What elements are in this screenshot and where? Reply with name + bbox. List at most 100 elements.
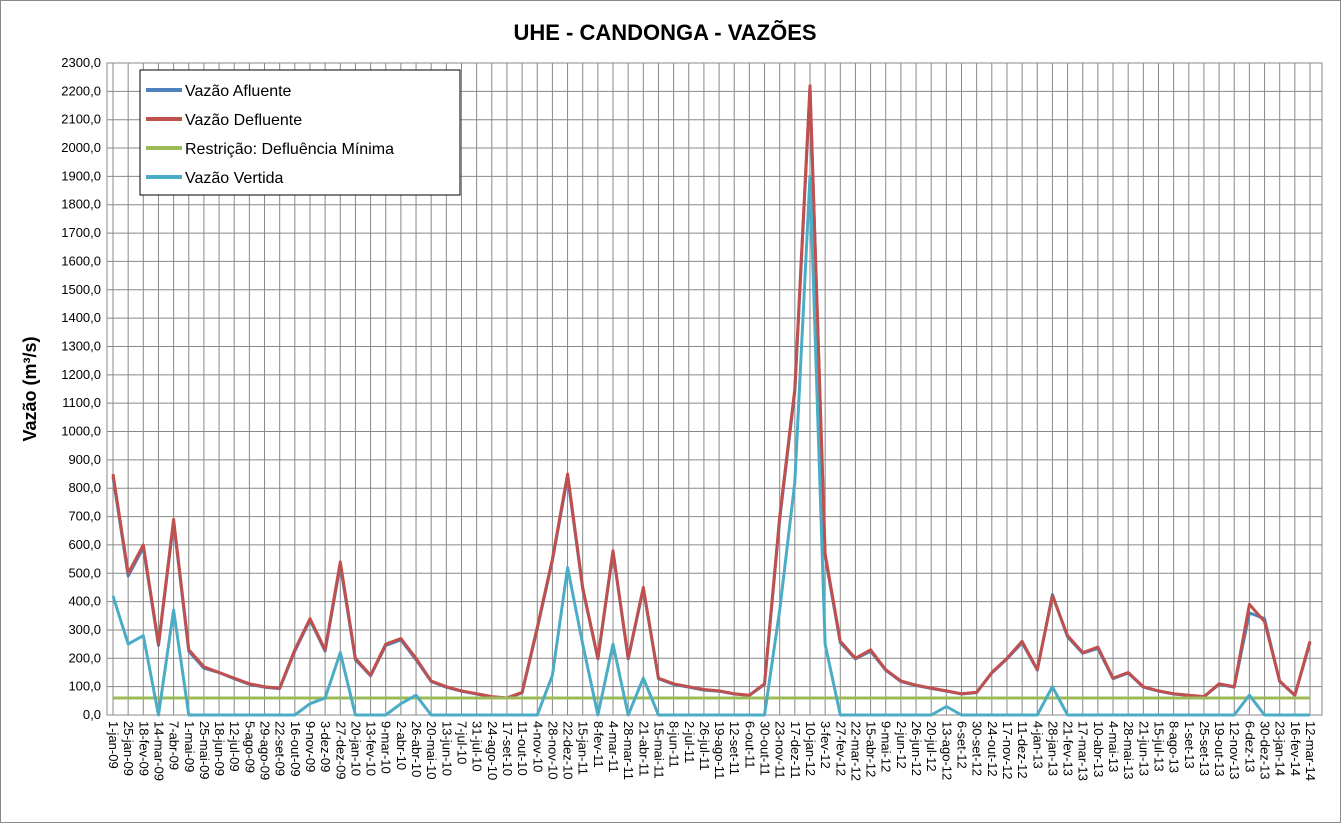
x-tick-label: 9-mar-10 xyxy=(379,721,394,774)
x-tick-label: 1-set-13 xyxy=(1182,721,1197,769)
y-tick-label: 400,0 xyxy=(68,594,101,609)
x-tick-label: 17-dez-11 xyxy=(788,721,803,779)
chart-title: UHE - CANDONGA - VAZÕES xyxy=(513,20,816,45)
x-tick-label: 12-set-11 xyxy=(727,721,742,775)
x-tick-label: 6-out-11 xyxy=(742,721,757,768)
x-tick-label: 28-mai-13 xyxy=(1121,721,1136,780)
x-tick-label: 16-out-09 xyxy=(288,721,303,777)
x-tick-label: 1-jan-09 xyxy=(106,721,121,769)
y-tick-label: 1500,0 xyxy=(61,282,101,297)
x-tick-label: 10-jan-12 xyxy=(803,721,818,776)
x-tick-label: 19-ago-11 xyxy=(712,721,727,779)
x-tick-label: 12-nov-13 xyxy=(1227,721,1242,780)
x-tick-label: 15-abr-12 xyxy=(864,721,879,777)
y-tick-label: 200,0 xyxy=(68,650,101,665)
x-tick-label: 6-set-12 xyxy=(955,721,970,769)
x-tick-label: 12-mar-14 xyxy=(1303,721,1318,781)
x-tick-label: 17-mar-13 xyxy=(1076,721,1091,781)
x-tick-label: 22-set-09 xyxy=(273,721,288,776)
x-tick-label: 17-nov-12 xyxy=(1000,721,1015,780)
x-tick-label: 21-fev-13 xyxy=(1061,721,1076,776)
x-tick-label: 26-abr-10 xyxy=(409,721,424,777)
x-tick-label: 22-dez-10 xyxy=(561,721,576,780)
x-tick-label: 28-nov-10 xyxy=(545,721,560,780)
y-tick-label: 1600,0 xyxy=(61,253,101,268)
x-tick-label: 20-jan-10 xyxy=(348,721,363,776)
y-tick-label: 1700,0 xyxy=(61,225,101,240)
x-tick-label: 28-jan-13 xyxy=(1045,721,1060,776)
x-tick-label: 13-ago-12 xyxy=(939,721,954,780)
y-tick-label: 1800,0 xyxy=(61,197,101,212)
x-tick-label: 4-mar-11 xyxy=(606,721,621,773)
x-tick-label: 17-set-10 xyxy=(500,721,515,776)
x-tick-label: 30-dez-13 xyxy=(1258,721,1273,780)
y-tick-label: 1200,0 xyxy=(61,367,101,382)
x-tick-label: 19-out-13 xyxy=(1212,721,1227,777)
x-tick-label: 15-jul-13 xyxy=(1151,721,1166,772)
y-tick-label: 2200,0 xyxy=(61,83,101,98)
x-tick-label: 25-set-13 xyxy=(1197,721,1212,776)
legend-label: Vazão Defluente xyxy=(185,112,302,129)
x-tick-label: 20-jul-12 xyxy=(924,721,939,772)
y-tick-label: 300,0 xyxy=(68,622,101,637)
x-tick-label: 8-ago-13 xyxy=(1167,721,1182,773)
x-tick-label: 1-mai-09 xyxy=(182,721,197,772)
y-tick-label: 1900,0 xyxy=(61,168,101,183)
legend-box xyxy=(139,69,461,196)
x-tick-label: 23-jan-14 xyxy=(1273,721,1288,776)
x-tick-label: 6-dez-13 xyxy=(1242,721,1257,772)
x-tick-label: 2-jul-11 xyxy=(682,721,697,763)
series-line xyxy=(111,174,1310,717)
y-tick-label: 100,0 xyxy=(68,679,101,694)
x-tick-label: 13-fev-10 xyxy=(364,721,379,776)
x-tick-label: 15-mai-11 xyxy=(651,721,666,779)
x-tick-label: 28-mar-11 xyxy=(621,721,636,780)
y-tick-label: 1400,0 xyxy=(61,310,101,325)
x-tick-label: 30-out-11 xyxy=(758,721,773,776)
x-tick-label: 18-jun-09 xyxy=(212,721,227,776)
x-tick-label: 25-mai-09 xyxy=(197,721,212,780)
x-tick-label: 24-out-12 xyxy=(985,721,1000,777)
x-tick-label: 21-jun-13 xyxy=(1136,721,1151,776)
x-tick-label: 12-jul-09 xyxy=(227,721,242,772)
x-tick-label: 22-mar-12 xyxy=(848,721,863,781)
x-tick-label: 27-fev-12 xyxy=(833,721,848,776)
y-tick-label: 1300,0 xyxy=(61,338,101,353)
x-tick-label: 4-nov-10 xyxy=(530,721,545,772)
x-tick-label: 8-jun-11 xyxy=(667,721,682,768)
x-tick-label: 29-ago-09 xyxy=(258,721,273,780)
x-tick-label: 11-dez-12 xyxy=(1015,721,1030,779)
x-tick-label: 10-abr-13 xyxy=(1091,721,1106,777)
x-tick-label: 9-nov-09 xyxy=(303,721,318,772)
x-tick-label: 7-abr-09 xyxy=(167,721,182,770)
x-tick-label: 20-mai-10 xyxy=(424,721,439,780)
x-tick-label: 24-ago-10 xyxy=(485,721,500,780)
y-tick-label: 0,0 xyxy=(83,707,101,722)
y-tick-label: 600,0 xyxy=(68,537,101,552)
x-tick-label: 11-out-10 xyxy=(515,721,530,776)
x-tick-label: 16-fev-14 xyxy=(1288,721,1303,776)
x-tick-label: 13-jun-10 xyxy=(439,721,454,776)
y-tick-label: 500,0 xyxy=(68,565,101,580)
y-tick-label: 2100,0 xyxy=(61,112,101,127)
x-tick-label: 9-mai-12 xyxy=(879,721,894,772)
x-tick-label: 15-jan-11 xyxy=(576,721,591,775)
series-line xyxy=(111,84,1312,700)
legend-label: Vazão Afluente xyxy=(185,83,292,100)
x-tick-label: 26-jun-12 xyxy=(909,721,924,776)
y-tick-label: 900,0 xyxy=(68,452,101,467)
x-tick-label: 7-jul-10 xyxy=(454,721,469,764)
x-tick-label: 27-dez-09 xyxy=(333,721,348,780)
legend-label: Vazão Vertida xyxy=(185,170,284,187)
x-tick-label: 3-fev-12 xyxy=(818,721,833,769)
y-tick-label: 1100,0 xyxy=(62,395,101,410)
y-tick-label: 1000,0 xyxy=(61,424,101,439)
x-tick-label: 4-mai-13 xyxy=(1106,721,1121,772)
y-tick-label: 700,0 xyxy=(68,509,101,524)
x-tick-label: 21-abr-11 xyxy=(636,721,651,776)
y-tick-label: 800,0 xyxy=(68,480,101,495)
x-tick-label: 18-fev-09 xyxy=(136,721,151,776)
x-tick-label: 3-dez-09 xyxy=(318,721,333,772)
x-tick-label: 25-jan-09 xyxy=(121,721,136,776)
